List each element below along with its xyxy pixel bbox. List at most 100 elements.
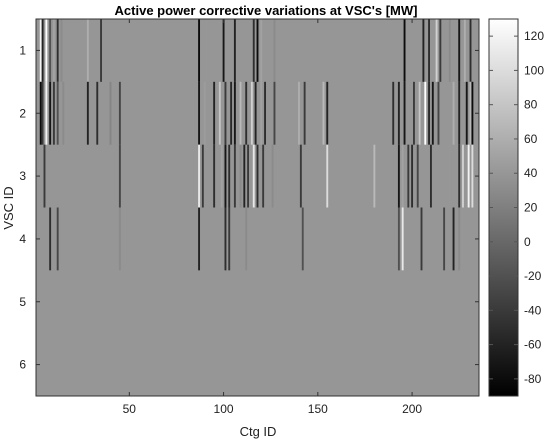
heatmap-cell [233, 144, 236, 208]
y-tick-label: 1 [19, 43, 26, 57]
heatmap-cell [458, 81, 461, 145]
y-tick-label: 2 [19, 106, 26, 120]
heatmap-cell [230, 81, 233, 145]
x-tick-label: 50 [123, 402, 137, 416]
heatmap-cell [452, 207, 455, 271]
heatmap-cell [201, 144, 204, 208]
heatmap-cell [49, 207, 52, 271]
heatmap-cell [428, 19, 430, 82]
heatmap-cell [43, 144, 46, 208]
y-axis-ticks: 1 2 3 4 5 6 [19, 43, 479, 372]
heatmap-cell [213, 144, 216, 208]
heatmap-cell [39, 81, 42, 145]
heatmap-cell [250, 81, 253, 145]
y-tick-label: 3 [19, 169, 26, 183]
heatmap-cell [52, 81, 55, 145]
heatmap-cell [213, 81, 216, 145]
heatmap-cell [452, 81, 455, 145]
colorbar-tick-label: -40 [524, 303, 542, 317]
heatmap-cell [52, 19, 55, 82]
heatmap-cell [273, 19, 276, 82]
heatmap-cell [467, 144, 470, 208]
heatmap-cell [326, 81, 329, 145]
heatmap-cell [56, 19, 59, 82]
x-axis-label: Ctg ID [240, 424, 277, 439]
heatmap-cell [469, 19, 472, 82]
heatmap-cell [220, 144, 223, 208]
heatmap-cell [222, 19, 225, 82]
heatmap-cell [198, 207, 201, 271]
heatmap-cell [424, 81, 427, 145]
heatmap-cell [471, 144, 474, 208]
heatmap-cell [418, 81, 421, 145]
y-tick-label: 5 [19, 295, 26, 309]
heatmap-cell [62, 81, 65, 145]
heatmap-cell [256, 144, 259, 208]
heatmap-cells [39, 19, 474, 271]
heatmap-cell [49, 19, 52, 82]
y-tick-label: 6 [19, 358, 26, 372]
heatmap-cell [245, 81, 248, 145]
x-tick-label: 200 [402, 402, 422, 416]
heatmap-cell [198, 144, 201, 208]
heatmap-cell [443, 207, 446, 271]
heatmap-cell [458, 207, 461, 271]
heatmap-cell [403, 81, 406, 145]
heatmap-cell [41, 81, 44, 145]
heatmap-cell [431, 81, 434, 145]
heatmap-cell [56, 81, 59, 145]
colorbar-tick-label: 80 [524, 98, 538, 112]
heatmap-cell [428, 81, 430, 145]
heatmap-cell [49, 81, 52, 145]
heatmap-cell [403, 19, 406, 82]
heatmap-cell [45, 81, 48, 145]
heatmap-cell [39, 19, 42, 82]
heatmap-cell [224, 81, 227, 145]
heatmap-cell [243, 144, 246, 208]
heatmap-cell [86, 19, 89, 82]
heatmap-cell [224, 207, 227, 271]
heatmap-cell [254, 81, 257, 145]
heatmap-cell [60, 19, 63, 82]
heatmap-cell [273, 81, 276, 145]
heatmap-cell [233, 81, 236, 145]
heatmap-cell [373, 144, 376, 208]
heatmap-cell [301, 207, 304, 271]
heatmap-cell [458, 19, 461, 82]
heatmap-cell [41, 19, 44, 82]
colorbar-tick-label: 120 [524, 29, 544, 43]
heatmap-cell [469, 81, 472, 145]
heatmap-cell [407, 144, 410, 208]
heatmap-cell [397, 207, 400, 271]
plot-frame [35, 18, 480, 397]
heatmap-cell [416, 144, 419, 208]
heatmap-cell [118, 81, 121, 145]
heatmap-cell [262, 144, 265, 208]
heatmap-cell [247, 144, 250, 208]
heatmap-cell [397, 81, 400, 145]
heatmap-cell [86, 81, 89, 145]
heatmap-cell [224, 144, 227, 208]
heatmap-cell [326, 144, 329, 208]
colorbar-tick-label: -20 [524, 269, 542, 283]
heatmap-cell [256, 19, 259, 82]
heatmap-cell [397, 144, 400, 208]
heatmap-cell [458, 144, 461, 208]
heatmap-cell [271, 144, 274, 208]
colorbar-ticks: 120 100 80 60 40 20 0 -20 -40 -60 -80 [489, 29, 544, 386]
heatmap-cell [322, 81, 325, 145]
heatmap-cell [239, 81, 242, 145]
x-tick-label: 100 [214, 402, 234, 416]
heatmap-cell [203, 81, 206, 145]
colorbar: 120 100 80 60 40 20 0 -20 -40 -60 -80 [488, 18, 544, 397]
heatmap-cell [56, 207, 59, 271]
heatmap-cell [392, 81, 395, 145]
heatmap-cell [437, 81, 440, 145]
heatmap-cell [411, 144, 414, 208]
heatmap-cell [298, 81, 300, 145]
colorbar-tick-label: 60 [524, 132, 538, 146]
heatmap-cell [435, 19, 438, 82]
heatmap-cell [260, 81, 263, 145]
heatmap-cell [303, 81, 306, 145]
colorbar-tick-label: 0 [524, 235, 531, 249]
